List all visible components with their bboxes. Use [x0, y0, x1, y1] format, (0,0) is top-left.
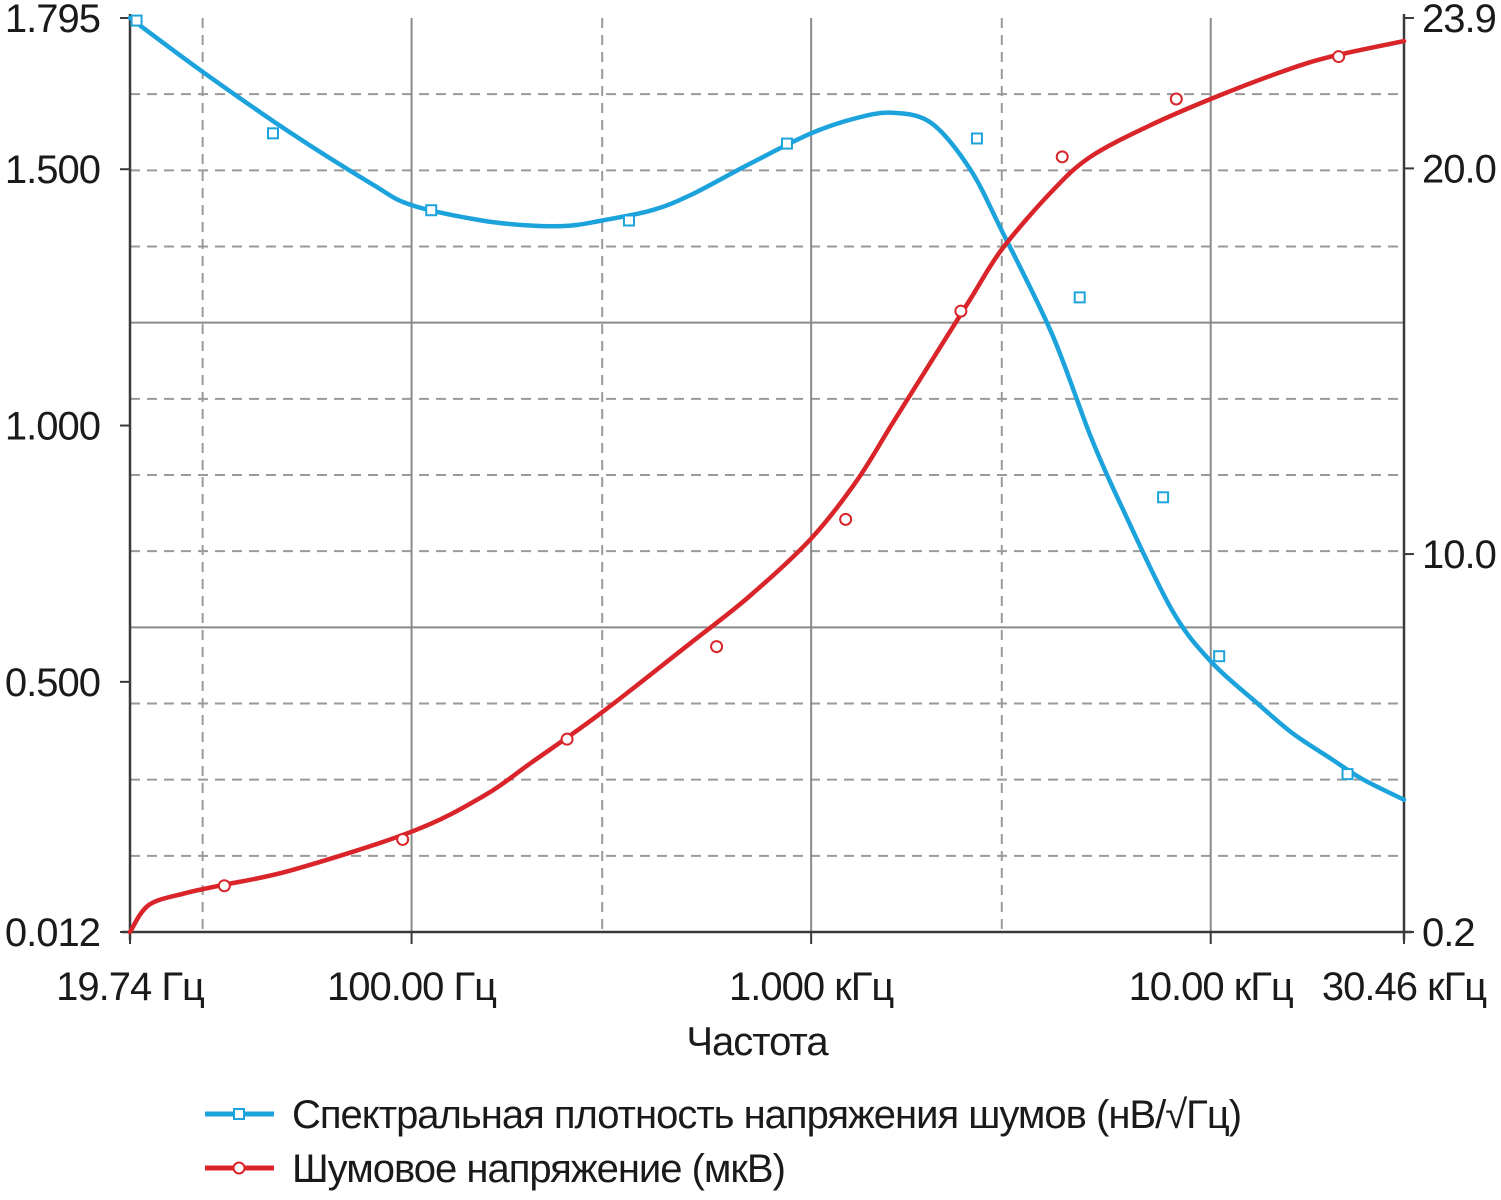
- y-right-tick-label: 20.0: [1422, 147, 1496, 191]
- marker-spectral-density: [425, 204, 438, 217]
- y-left-tick-label: 1.500: [5, 148, 100, 192]
- marker-spectral-density: [1341, 768, 1354, 781]
- marker-spectral-density: [266, 127, 279, 140]
- legend-item-noise-voltage: Шумовое напряжение (мкВ): [205, 1147, 786, 1191]
- x-tick-label: 30.46 кГц: [1322, 965, 1486, 1009]
- marker-noise-voltage: [396, 832, 410, 846]
- marker-noise-voltage: [710, 640, 724, 654]
- y-left-tick-label: 1.000: [5, 405, 100, 449]
- marker-noise-voltage: [217, 879, 231, 893]
- marker-spectral-density: [970, 132, 983, 145]
- marker-spectral-density: [130, 14, 143, 27]
- marker-spectral-density: [1157, 491, 1170, 504]
- series-line-spectral-density: [127, 15, 1407, 802]
- legend-marker-noise-voltage: [232, 1161, 246, 1175]
- tick-labels: 1.795 1.500 1.000 0.500 0.012 23.9 20.0 10.0 0.2…: [5, 0, 1497, 1009]
- legend-marker-spectral-density: [233, 1108, 245, 1120]
- y-right-tick-label: 10.0: [1422, 533, 1496, 577]
- y-left-tick-label: 0.500: [5, 661, 100, 705]
- legend-label-noise-voltage: Шумовое напряжение (мкВ): [292, 1147, 785, 1191]
- marker-spectral-density: [780, 137, 793, 150]
- x-tick-label: 10.00 кГц: [1129, 965, 1293, 1009]
- marker-noise-voltage: [954, 304, 968, 318]
- x-tick-label: 1.000 кГц: [729, 965, 893, 1009]
- marker-noise-voltage: [839, 512, 853, 526]
- x-tick-label: 19.74 Гц: [56, 965, 204, 1009]
- series-layer: [127, 14, 1407, 935]
- marker-noise-voltage: [1055, 150, 1069, 164]
- x-axis-label: Частота: [686, 1020, 829, 1064]
- x-tick-label: 100.00 Гц: [327, 965, 496, 1009]
- y-left-tick-label: 1.795: [5, 0, 100, 41]
- legend-label-spectral-density: Спектральная плотность напряжения шумов …: [292, 1093, 1241, 1137]
- marker-spectral-density: [1073, 291, 1086, 304]
- marker-noise-voltage: [1332, 50, 1346, 64]
- y-right-tick-label: 23.9: [1422, 0, 1496, 41]
- marker-noise-voltage: [560, 732, 574, 746]
- marker-noise-voltage: [1169, 92, 1183, 106]
- legend-item-spectral-density: Спектральная плотность напряжения шумов …: [205, 1093, 1242, 1137]
- marker-spectral-density: [1213, 650, 1226, 663]
- y-left-tick-label: 0.012: [5, 911, 100, 955]
- series-line-noise-voltage: [127, 38, 1407, 935]
- axes: [120, 14, 1414, 944]
- marker-spectral-density: [622, 214, 635, 227]
- y-right-tick-label: 0.2: [1422, 911, 1475, 955]
- legend: Спектральная плотность напряжения шумов …: [205, 1093, 1242, 1191]
